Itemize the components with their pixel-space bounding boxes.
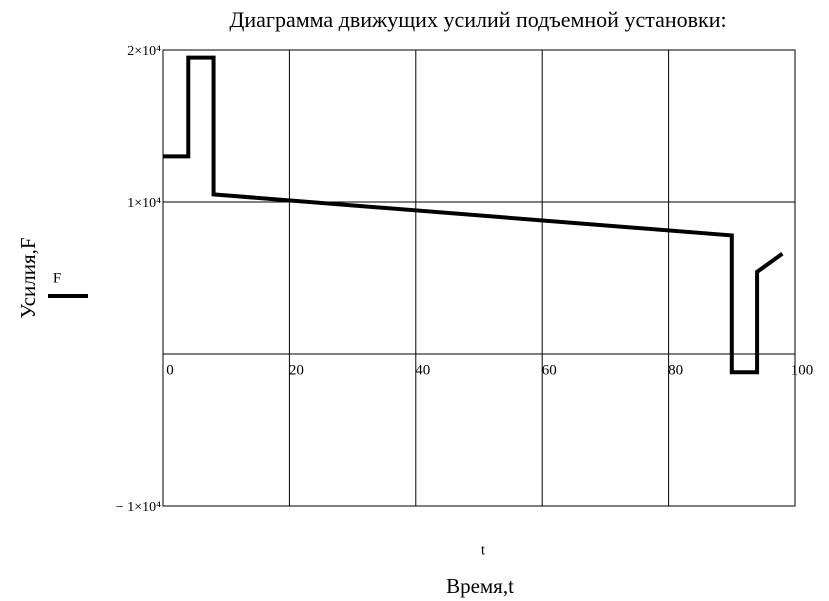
chart-title: Диаграмма движущих усилий подъемной уста…: [229, 7, 726, 32]
y-tick-label: 2×10⁴: [127, 44, 161, 59]
x-tick-label: 100: [791, 362, 814, 378]
x-tick-label: 60: [542, 362, 557, 378]
plot-frame: [162, 49, 796, 507]
x-tick-label: 20: [289, 362, 304, 378]
x-tick-label: 80: [668, 362, 683, 378]
data-line: [163, 55, 784, 375]
y-tick-label: 1×10⁴: [127, 196, 161, 211]
x-axis-label: Время,t: [446, 574, 514, 598]
x-tick-label: 0: [166, 362, 174, 378]
y-axis-label: Усилия,F: [16, 237, 40, 318]
y-tick-label: − 1×10⁴: [116, 500, 161, 515]
x-variable: t: [481, 542, 486, 558]
x-tick-label: 40: [415, 362, 430, 378]
legend-label: F: [53, 270, 61, 286]
